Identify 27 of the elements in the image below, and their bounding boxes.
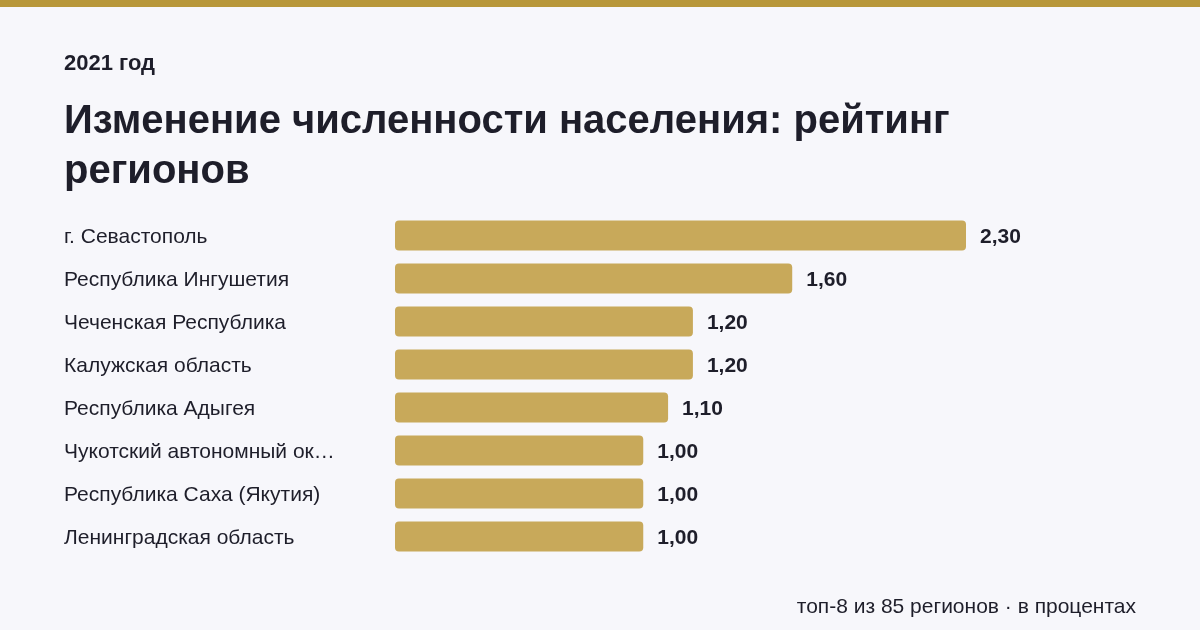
text: 2021 год xyxy=(64,50,156,75)
data-label: 1,10 xyxy=(682,395,723,419)
y-tick-label: Чеченская Республика xyxy=(64,309,287,333)
bar xyxy=(395,435,644,466)
data-label: 1,00 xyxy=(657,481,699,505)
y-tick-label: г. Севастополь xyxy=(64,223,208,247)
data-label: 1,00 xyxy=(657,438,699,462)
bar xyxy=(395,392,669,423)
bar xyxy=(395,220,966,251)
bar xyxy=(395,306,693,337)
y-tick-label: Республика Саха (Якутия) xyxy=(64,481,321,505)
bar xyxy=(395,521,644,552)
y-tick-label: Республика Адыгея xyxy=(64,395,256,419)
data-label: 1,00 xyxy=(657,524,699,548)
data-label: 2,30 xyxy=(980,223,1021,247)
bar xyxy=(395,349,693,380)
y-tick-label: Чукотский автономный ок… xyxy=(64,438,335,462)
bar xyxy=(395,263,793,294)
y-tick-label: Ленинградская область xyxy=(64,524,295,548)
bar xyxy=(395,478,644,509)
data-label: 1,20 xyxy=(706,309,748,333)
data-label: 1,20 xyxy=(706,352,748,376)
text: топ-8 из 85 регионов · в процентах xyxy=(796,594,1137,617)
chart-title: Изменение численности населения: рейтинг регионов xyxy=(64,97,950,191)
data-label: 1,60 xyxy=(806,266,848,290)
y-tick-label: Республика Ингушетия xyxy=(64,266,290,290)
y-tick-label: Калужская область xyxy=(64,352,252,376)
